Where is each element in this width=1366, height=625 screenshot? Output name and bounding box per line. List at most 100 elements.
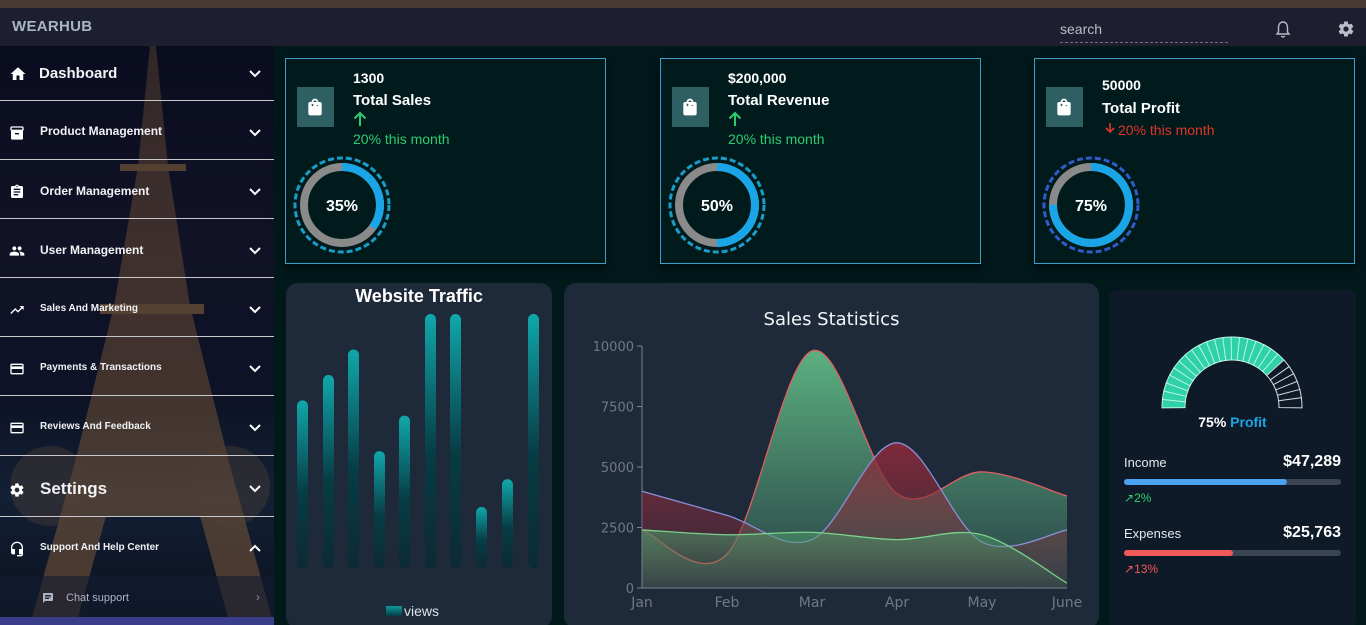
top-navbar: WEARHUB bbox=[0, 8, 1366, 46]
credit-card-icon bbox=[10, 363, 24, 375]
progress-ring: 75% bbox=[1042, 156, 1140, 254]
x-tick-label: Apr bbox=[885, 595, 909, 611]
sales-statistics-panel: Sales Statistics 0 2500 5000 7500 10000 Jan Fe… bbox=[564, 283, 1099, 625]
chevron-up-icon[interactable] bbox=[248, 541, 262, 555]
sidebar: Dashboard Product Management Order Manag… bbox=[0, 46, 274, 625]
sidebar-item-label: Product Management bbox=[40, 124, 163, 138]
progress-ring-fill bbox=[300, 163, 384, 247]
expenses-progress-fill bbox=[1124, 550, 1233, 556]
income-label: Income bbox=[1124, 455, 1167, 470]
brand-logo[interactable]: WEARHUB bbox=[12, 18, 93, 35]
headset-icon bbox=[11, 541, 23, 557]
shopping-bag-icon bbox=[297, 87, 334, 127]
trending-up-icon bbox=[10, 306, 24, 314]
shopping-bag-icon bbox=[672, 87, 709, 127]
sidebar-item-label: User Management bbox=[40, 243, 144, 257]
credit-card-icon bbox=[10, 422, 24, 434]
y-tick-label: 2500 bbox=[601, 522, 634, 537]
chevron-down-icon[interactable] bbox=[248, 421, 262, 435]
stat-title: Total Profit bbox=[1102, 100, 1181, 117]
income-delta: ↗2% bbox=[1124, 491, 1151, 505]
arrow-down-icon bbox=[1105, 123, 1115, 134]
search-field[interactable] bbox=[1060, 15, 1228, 43]
stat-change: 20% this month bbox=[1118, 122, 1215, 138]
sidebar-scroll-indicator[interactable] bbox=[0, 617, 274, 625]
chevron-down-icon[interactable] bbox=[248, 185, 262, 199]
sidebar-item-settings[interactable]: Settings bbox=[0, 456, 274, 517]
traffic-bar[interactable] bbox=[528, 314, 539, 568]
progress-ring-label: 50% bbox=[701, 198, 733, 215]
sidebar-item-dashboard[interactable]: Dashboard bbox=[0, 46, 274, 101]
sidebar-item-sales-and-marketing[interactable]: Sales And Marketing bbox=[0, 278, 274, 337]
progress-ring: 50% bbox=[668, 156, 766, 254]
chevron-down-icon[interactable] bbox=[248, 244, 262, 258]
income-progress bbox=[1124, 479, 1341, 485]
progress-ring-label: 35% bbox=[326, 198, 358, 215]
users-icon bbox=[9, 246, 25, 256]
traffic-bar[interactable] bbox=[399, 415, 410, 568]
sidebar-item-reviews-and-feedback[interactable]: Reviews And Feedback bbox=[0, 396, 274, 456]
trending-up-icon: ↗ bbox=[1124, 491, 1135, 505]
x-tick-label: Mar bbox=[799, 595, 826, 611]
stat-change: 20% this month bbox=[353, 131, 450, 147]
chart-legend[interactable]: views bbox=[386, 603, 439, 619]
clipboard-icon bbox=[11, 184, 23, 198]
chevron-down-icon[interactable] bbox=[248, 67, 262, 81]
expenses-progress bbox=[1124, 550, 1341, 556]
traffic-bar-chart bbox=[297, 314, 539, 568]
profit-percent: 75% Profit bbox=[1109, 414, 1356, 430]
sidebar-item-label: Sales And Marketing bbox=[40, 303, 138, 314]
sidebar-item-payments-transactions[interactable]: Payments & Transactions bbox=[0, 337, 274, 396]
sidebar-item-support-help-center[interactable]: Support And Help Center bbox=[0, 517, 274, 576]
sales-series-line[interactable] bbox=[641, 529, 1068, 584]
inventory-icon bbox=[10, 126, 24, 140]
traffic-bar[interactable] bbox=[348, 349, 359, 568]
sales-series-area bbox=[642, 529, 1067, 588]
progress-ring: 35% bbox=[293, 156, 391, 254]
stat-value: 1300 bbox=[353, 70, 385, 86]
x-tick-label: June bbox=[1051, 595, 1083, 611]
y-tick-label: 0 bbox=[626, 582, 634, 597]
sidebar-item-product-management[interactable]: Product Management bbox=[0, 101, 274, 160]
chevron-down-icon[interactable] bbox=[248, 303, 262, 317]
sidebar-subitem-chat-support[interactable]: Chat support › bbox=[0, 576, 274, 620]
gear-icon[interactable] bbox=[1337, 20, 1355, 38]
x-tick-label: Feb bbox=[715, 595, 740, 611]
legend-label: views bbox=[404, 603, 440, 619]
bell-icon[interactable] bbox=[1275, 21, 1291, 39]
stat-value: 50000 bbox=[1102, 77, 1141, 93]
x-tick-label: Jan bbox=[630, 595, 653, 611]
shopping-bag-icon bbox=[1046, 87, 1083, 127]
search-input[interactable] bbox=[1060, 15, 1228, 42]
sidebar-item-label: Dashboard bbox=[39, 65, 118, 82]
arrow-up-icon bbox=[353, 111, 367, 126]
expenses-delta-value: 13% bbox=[1134, 562, 1159, 576]
traffic-bar[interactable] bbox=[502, 479, 513, 568]
traffic-bar[interactable] bbox=[323, 374, 334, 568]
gauge-segment bbox=[1278, 397, 1303, 409]
stat-card-total-sales: 1300 Total Sales 20% this month 35% bbox=[285, 58, 606, 264]
traffic-bar[interactable] bbox=[297, 400, 308, 568]
stat-title: Total Sales bbox=[353, 92, 432, 109]
x-tick-label: May bbox=[968, 595, 997, 611]
traffic-bar[interactable] bbox=[425, 314, 436, 568]
progress-ring-label: 75% bbox=[1075, 198, 1107, 215]
y-tick-label: 10000 bbox=[593, 340, 634, 355]
sidebar-item-label: Support And Help Center bbox=[40, 542, 160, 553]
sales-area-chart: 0 2500 5000 7500 10000 Jan Feb Mar Apr May June bbox=[593, 340, 1083, 611]
traffic-bar[interactable] bbox=[476, 507, 487, 568]
chevron-down-icon[interactable] bbox=[248, 482, 262, 496]
progress-ring-fill bbox=[675, 163, 759, 247]
y-tick-label: 5000 bbox=[601, 461, 634, 476]
legend-swatch bbox=[386, 606, 402, 616]
eiffel-tower-background bbox=[10, 46, 274, 625]
traffic-bar[interactable] bbox=[374, 451, 385, 568]
chevron-right-icon: › bbox=[256, 590, 260, 604]
stat-title: Total Revenue bbox=[728, 92, 830, 109]
chat-icon bbox=[43, 593, 53, 603]
chevron-down-icon[interactable] bbox=[248, 126, 262, 140]
sidebar-item-user-management[interactable]: User Management bbox=[0, 219, 274, 278]
sidebar-item-order-management[interactable]: Order Management bbox=[0, 160, 274, 219]
traffic-bar[interactable] bbox=[450, 314, 461, 568]
chevron-down-icon[interactable] bbox=[248, 362, 262, 376]
